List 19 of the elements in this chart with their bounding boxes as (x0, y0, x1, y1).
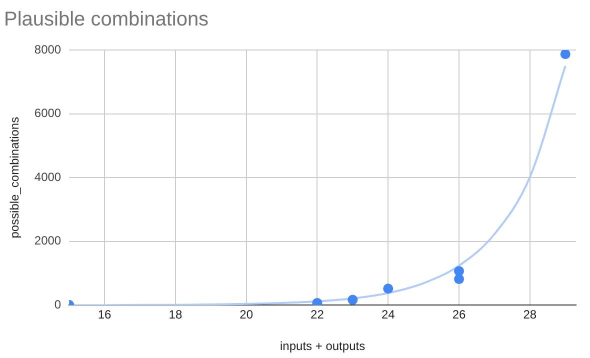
y-axis-title: possible_combinations (8, 116, 22, 238)
x-tick-label: 16 (98, 308, 112, 322)
x-tick-label: 22 (310, 308, 324, 322)
x-tick-label: 24 (381, 308, 396, 322)
y-tick-label: 4000 (34, 170, 62, 184)
point (383, 284, 394, 294)
y-tick-label: 0 (54, 298, 62, 312)
point (454, 266, 464, 276)
x-tick-label: 28 (523, 308, 537, 322)
y-tick-label: 6000 (34, 106, 62, 120)
x-tick-label: 18 (168, 308, 182, 322)
chart-title: Plausible combinations (4, 8, 209, 31)
point (560, 50, 570, 60)
x-axis-title: inputs + outputs (280, 339, 366, 354)
y-tick-label: 2000 (34, 234, 62, 248)
x-tick-label: 26 (452, 308, 466, 322)
x-tick-label: 20 (240, 308, 254, 322)
y-tick-label: 8000 (34, 42, 62, 56)
point (348, 294, 358, 305)
